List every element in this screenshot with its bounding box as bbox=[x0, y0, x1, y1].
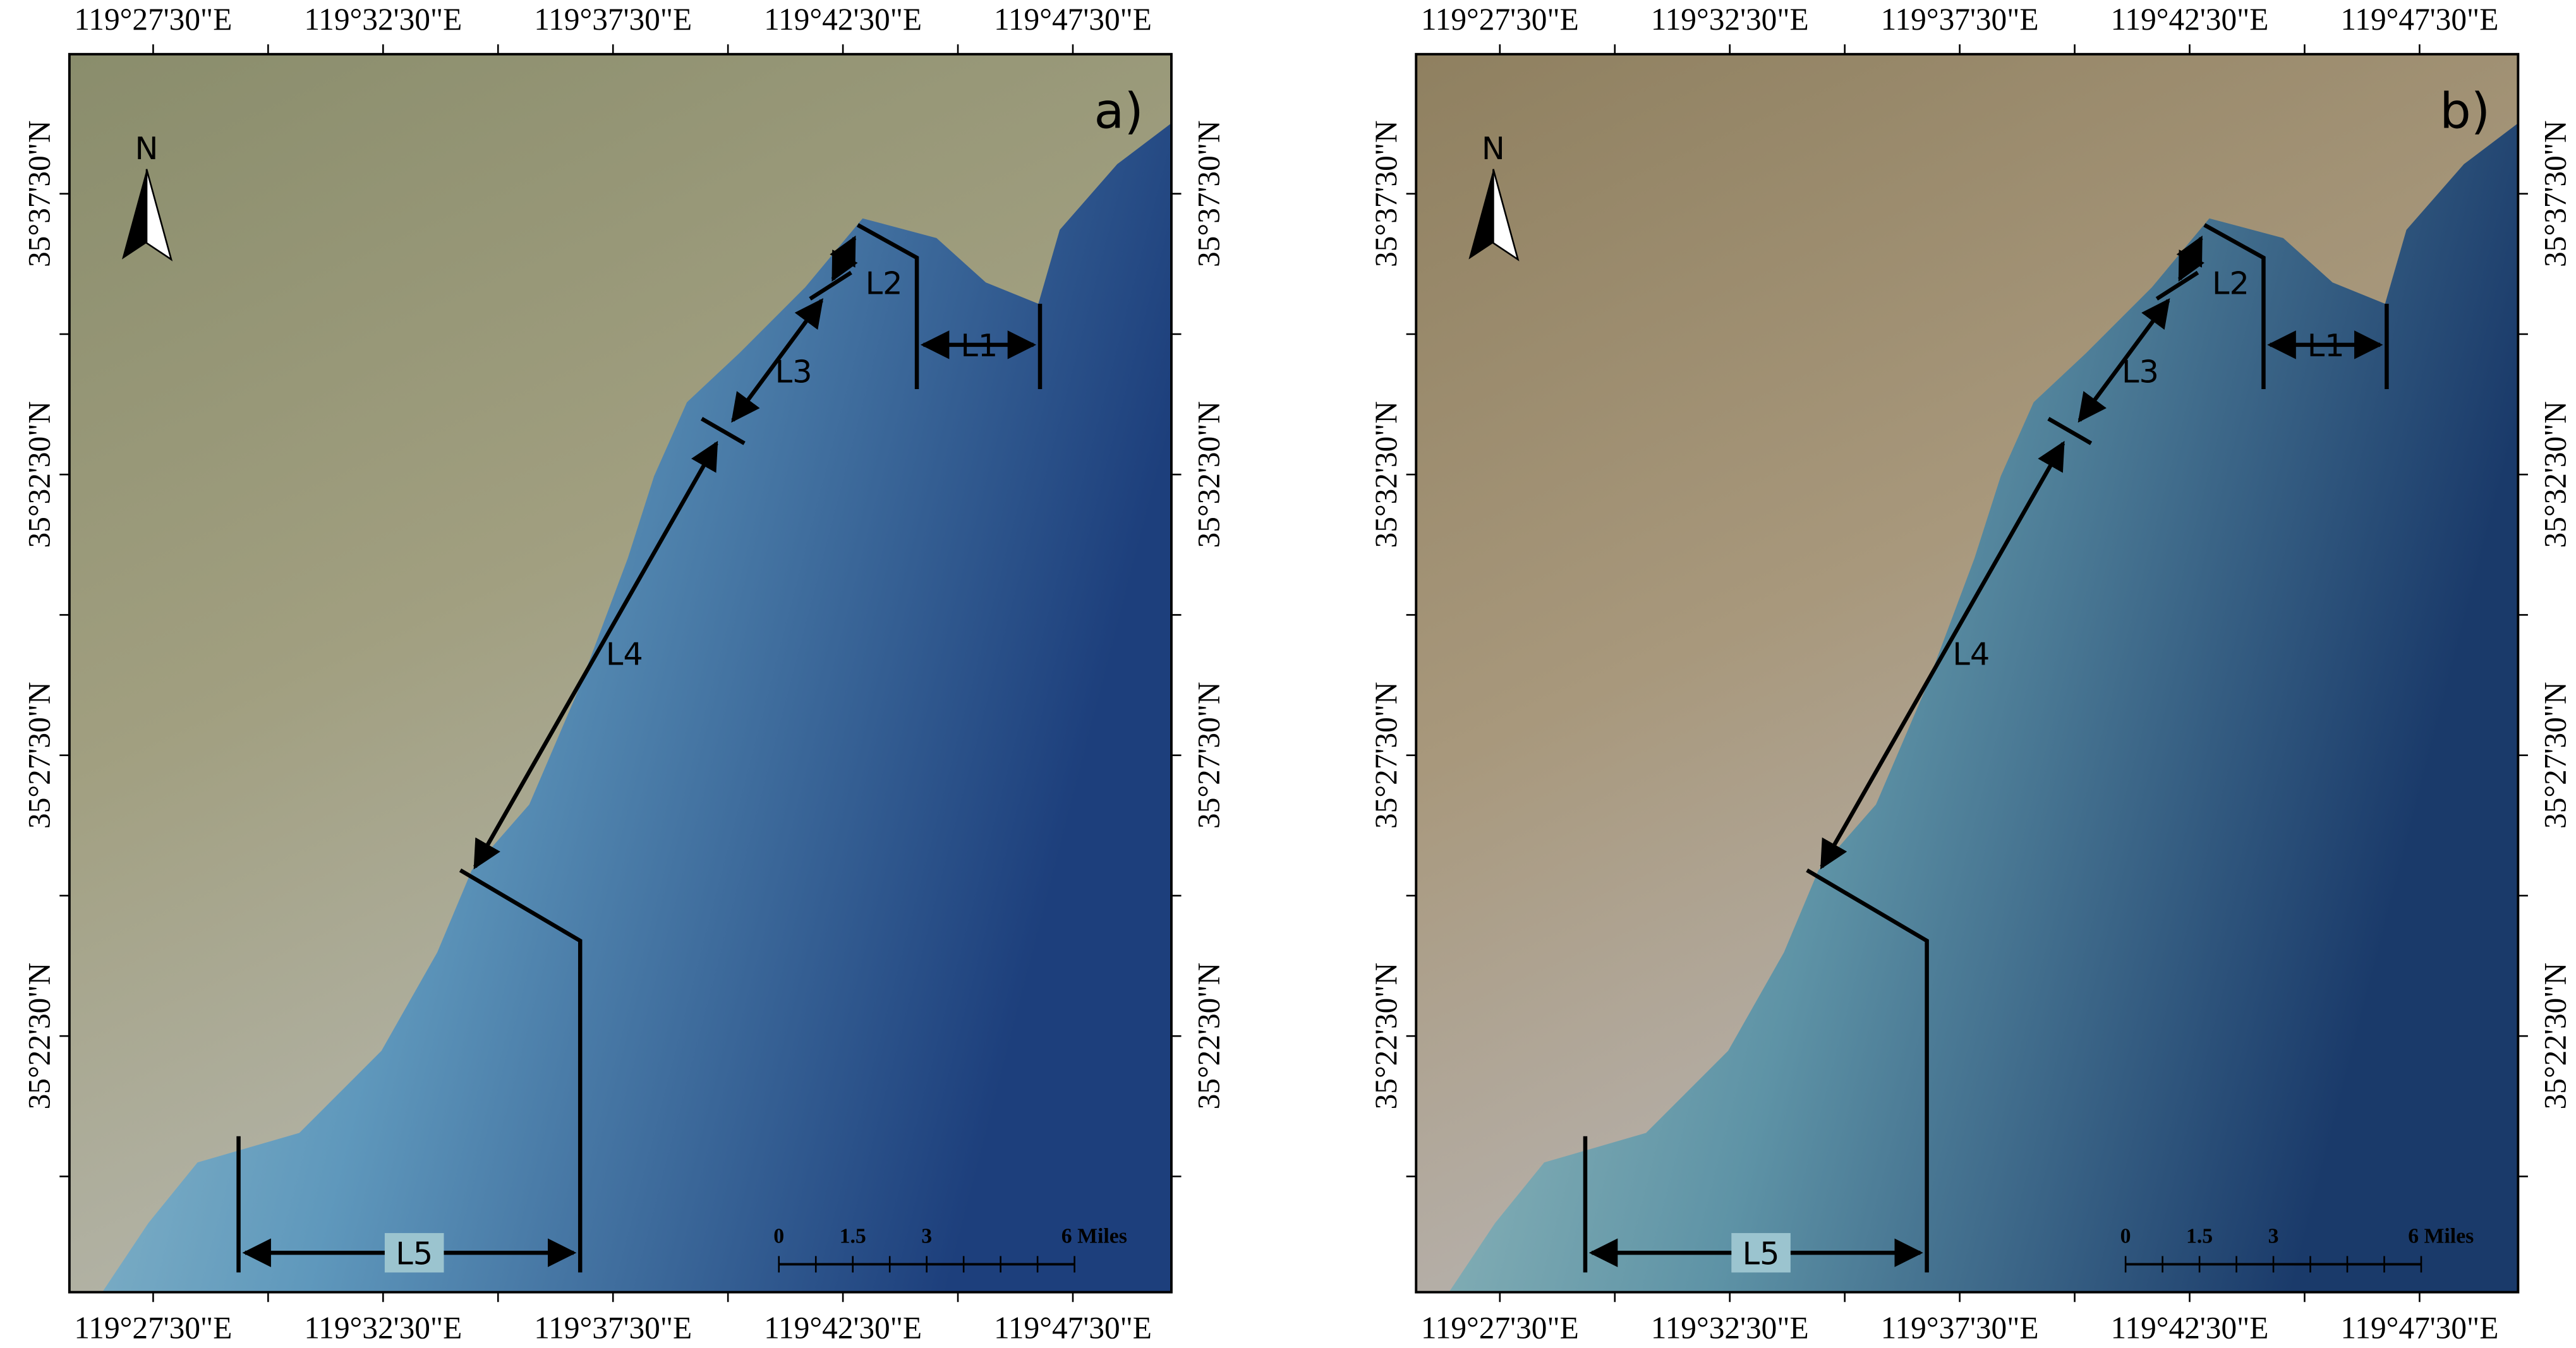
longitude-label: 119°47'30"E bbox=[994, 1310, 1152, 1345]
map-frame bbox=[1415, 52, 2520, 1294]
segment-label: L4 bbox=[606, 636, 643, 673]
longitude-label: 119°27'30"E bbox=[74, 1310, 232, 1345]
north-arrow bbox=[1492, 169, 1520, 262]
longitude-label: 119°42'30"E bbox=[764, 1310, 922, 1345]
map-frame bbox=[68, 52, 1173, 1294]
longitude-label: 119°32'30"E bbox=[1651, 2, 1809, 37]
segment-label: L5 bbox=[1743, 1235, 1780, 1272]
longitude-label: 119°47'30"E bbox=[2340, 1310, 2498, 1345]
longitude-label: 119°27'30"E bbox=[74, 2, 232, 37]
segment-line bbox=[473, 440, 718, 870]
scale-label: 6 Miles bbox=[1061, 1225, 1127, 1248]
latitude-label: 35°22'30"N bbox=[1191, 963, 1226, 1110]
longitude-label: 119°37'30"E bbox=[534, 2, 692, 37]
segment-line bbox=[2077, 298, 2170, 423]
map-panel: b) 119°27'30"E 119°27'30"E 119°32'30"E 119°3… bbox=[1369, 2, 2573, 1345]
segment-line bbox=[1806, 868, 1929, 1273]
panel-label: b) bbox=[2440, 83, 2490, 140]
latitude-label: 35°32'30"N bbox=[2538, 401, 2573, 548]
latitude-label: 35°27'30"N bbox=[2538, 682, 2573, 829]
segment-label: L1 bbox=[2307, 327, 2345, 364]
scale-label: 1.5 bbox=[2186, 1225, 2213, 1248]
longitude-label: 119°37'30"E bbox=[1881, 2, 2039, 37]
segment-label: L5 bbox=[396, 1235, 433, 1272]
segment-line bbox=[809, 270, 852, 301]
latitude-label: 35°32'30"N bbox=[1369, 401, 1403, 548]
longitude-label: 119°32'30"E bbox=[1651, 1310, 1809, 1345]
north-label: N bbox=[135, 130, 159, 167]
north-arrow bbox=[122, 169, 147, 260]
scale-label: 0 bbox=[773, 1225, 784, 1248]
segment-label-bg bbox=[384, 1233, 444, 1273]
north-label: N bbox=[1482, 130, 1505, 167]
latitude-label: 35°22'30"N bbox=[22, 963, 57, 1110]
segment-label: L4 bbox=[1952, 636, 1990, 673]
latitude-label: 35°37'30"N bbox=[1369, 120, 1403, 267]
scale-label: 3 bbox=[2268, 1225, 2279, 1248]
latitude-label: 35°32'30"N bbox=[22, 401, 57, 548]
scale-label: 3 bbox=[921, 1225, 932, 1248]
longitude-label: 119°42'30"E bbox=[2111, 2, 2269, 37]
segment-label: L3 bbox=[775, 354, 813, 390]
map-panel: a) 119°27'30"E 119°27'30"E 119°32'30"E 119°3… bbox=[22, 2, 1226, 1345]
segment-label: L2 bbox=[2212, 265, 2249, 301]
longitude-label: 119°32'30"E bbox=[304, 1310, 462, 1345]
segment-line bbox=[856, 223, 919, 390]
segment-line bbox=[2176, 235, 2204, 282]
scale-label: 0 bbox=[2120, 1225, 2131, 1248]
segment-line bbox=[700, 416, 746, 445]
longitude-label: 119°47'30"E bbox=[2340, 2, 2498, 37]
longitude-label: 119°27'30"E bbox=[1421, 1310, 1579, 1345]
north-arrow bbox=[145, 169, 173, 262]
longitude-label: 119°42'30"E bbox=[2111, 1310, 2269, 1345]
segment-line bbox=[2047, 416, 2093, 445]
latitude-label: 35°27'30"N bbox=[22, 682, 57, 829]
segment-label: L3 bbox=[2122, 354, 2159, 390]
latitude-label: 35°37'30"N bbox=[22, 120, 57, 267]
longitude-label: 119°37'30"E bbox=[1881, 1310, 2039, 1345]
longitude-label: 119°37'30"E bbox=[534, 1310, 692, 1345]
latitude-label: 35°37'30"N bbox=[2538, 120, 2573, 267]
segment-line bbox=[830, 235, 858, 282]
panel-label: a) bbox=[1094, 83, 1144, 140]
segment-label: L2 bbox=[866, 265, 903, 301]
north-arrow bbox=[1468, 169, 1494, 260]
longitude-label: 119°27'30"E bbox=[1421, 2, 1579, 37]
latitude-label: 35°32'30"N bbox=[1191, 401, 1226, 548]
longitude-label: 119°42'30"E bbox=[764, 2, 922, 37]
segment-label: L1 bbox=[960, 327, 998, 364]
longitude-label: 119°47'30"E bbox=[994, 2, 1152, 37]
segment-line bbox=[2203, 223, 2266, 390]
segment-label-bg bbox=[1731, 1233, 1791, 1273]
latitude-label: 35°27'30"N bbox=[1191, 682, 1226, 829]
segment-line bbox=[2155, 270, 2199, 301]
latitude-label: 35°22'30"N bbox=[1369, 963, 1403, 1110]
segment-line bbox=[731, 298, 824, 423]
latitude-label: 35°22'30"N bbox=[2538, 963, 2573, 1110]
longitude-label: 119°32'30"E bbox=[304, 2, 462, 37]
scale-label: 6 Miles bbox=[2408, 1225, 2474, 1248]
latitude-label: 35°27'30"N bbox=[1369, 682, 1403, 829]
segment-line bbox=[1820, 440, 2065, 870]
segment-line bbox=[459, 868, 583, 1273]
scale-label: 1.5 bbox=[840, 1225, 866, 1248]
latitude-label: 35°37'30"N bbox=[1191, 120, 1226, 267]
